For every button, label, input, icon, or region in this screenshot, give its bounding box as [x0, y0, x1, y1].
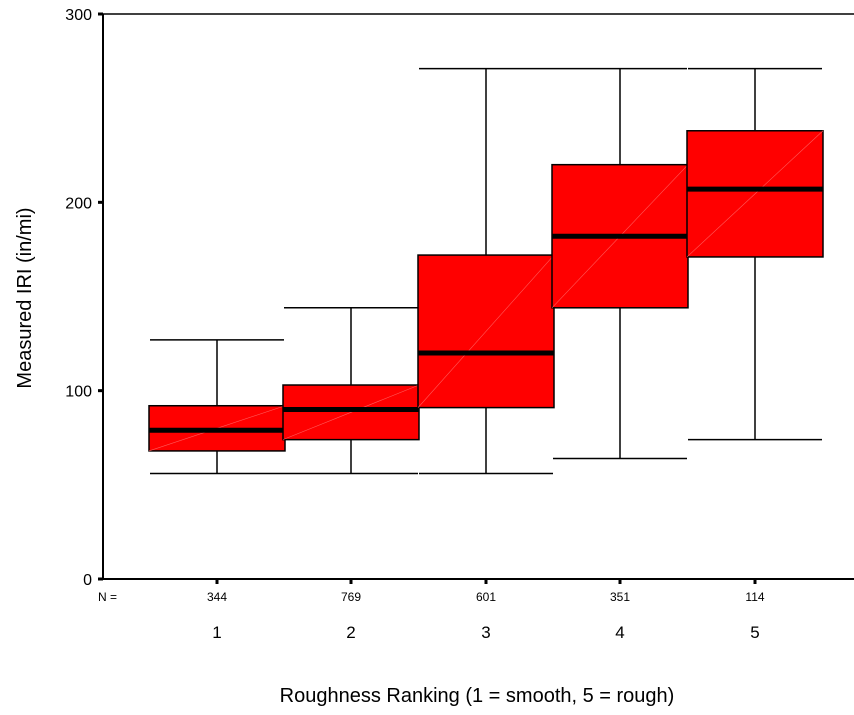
box-shading-diagonal	[417, 254, 555, 408]
y-axis: 0 100 200 300	[65, 7, 103, 589]
x-axis: 344 1 769 2 601 3 351 4 114 5	[207, 579, 765, 642]
x-category-label: 2	[346, 623, 355, 642]
box-group-1	[148, 339, 286, 475]
n-count-label: 344	[207, 590, 227, 604]
y-tick-label: 200	[65, 195, 92, 212]
n-count-label: 351	[610, 590, 630, 604]
n-prefix-label: N =	[98, 590, 117, 604]
y-tick-label: 100	[65, 384, 92, 401]
box-shading-diagonal	[282, 384, 420, 440]
y-tick-label: 0	[83, 572, 92, 589]
x-category-label: 3	[481, 623, 490, 642]
x-category-label: 4	[615, 623, 624, 642]
box-shading-diagonal	[686, 130, 824, 258]
n-count-label: 769	[341, 590, 361, 604]
box-group-3	[417, 67, 555, 475]
y-tick-label: 300	[65, 7, 92, 24]
x-category-label: 5	[750, 623, 759, 642]
n-count-label: 114	[745, 590, 764, 604]
x-category-label: 1	[212, 623, 221, 642]
boxes	[148, 67, 824, 475]
x-axis-title: Roughness Ranking (1 = smooth, 5 = rough…	[280, 685, 675, 707]
y-axis-title: Measured IRI (in/mi)	[14, 207, 36, 388]
box-group-2	[282, 307, 420, 475]
plot-frame	[102, 13, 854, 580]
n-count-label: 601	[476, 590, 496, 604]
box-group-4	[551, 67, 689, 460]
box-group-5	[686, 67, 824, 441]
